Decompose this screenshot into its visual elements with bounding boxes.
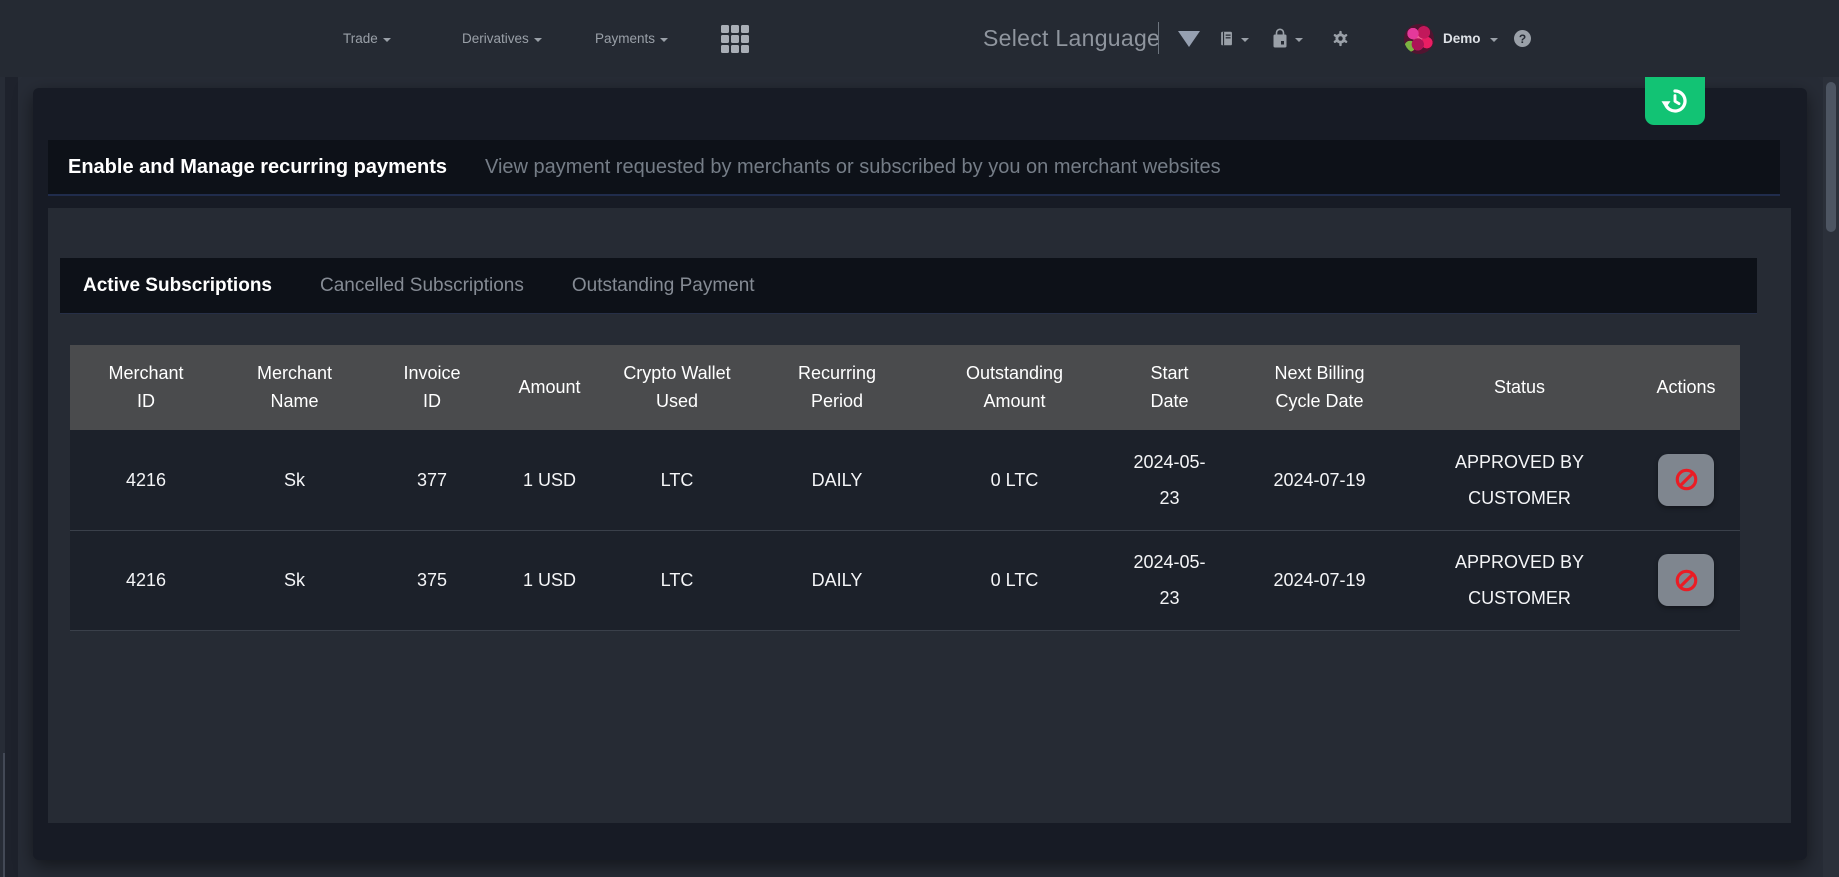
cell-outstanding-amount: 0 LTC <box>922 530 1107 631</box>
page-subtitle: View payment requested by merchants or s… <box>485 155 1221 178</box>
col-next-billing-cycle-date: Next Billing Cycle Date <box>1232 345 1407 430</box>
gear-icon <box>1333 30 1348 47</box>
cell-recurring-period: DAILY <box>752 430 922 531</box>
user-menu-button[interactable]: Demo <box>1404 0 1498 77</box>
tabs-bar: Active Subscriptions Cancelled Subscript… <box>60 258 1757 314</box>
col-outstanding-amount: Outstanding Amount <box>922 345 1107 430</box>
cell-start-date: 2024-05-23 <box>1107 430 1232 531</box>
tab-outstanding-payment[interactable]: Outstanding Payment <box>571 274 755 296</box>
tab-cancelled-subscriptions[interactable]: Cancelled Subscriptions <box>320 274 524 296</box>
cell-status: APPROVED BY CUSTOMER <box>1407 430 1632 531</box>
cancel-subscription-button[interactable] <box>1658 554 1714 606</box>
nav-trade[interactable]: Trade <box>343 0 391 77</box>
page-title: Enable and Manage recurring payments <box>68 155 447 178</box>
cell-next-billing: 2024-07-19 <box>1232 530 1407 631</box>
select-language[interactable]: Select Language <box>983 0 1160 77</box>
cell-actions <box>1632 530 1740 631</box>
top-navbar: Trade Derivatives Payments Select Langua… <box>0 0 1839 77</box>
left-gutter <box>5 77 18 877</box>
table-header-row: Merchant ID Merchant Name Invoice ID Amo… <box>70 345 1740 430</box>
apps-grid-button[interactable] <box>721 0 749 77</box>
table-row: 4216 Sk 377 1 USD LTC DAILY 0 LTC 2024-0… <box>70 430 1740 531</box>
cell-amount: 1 USD <box>497 430 602 531</box>
cell-invoice-id: 377 <box>367 430 497 531</box>
chevron-down-icon <box>1295 37 1303 42</box>
nav-payments-label: Payments <box>595 31 656 46</box>
left-edge-line <box>3 753 5 877</box>
orders-menu-button[interactable] <box>1218 0 1249 77</box>
col-invoice-id: Invoice ID <box>367 345 497 430</box>
cell-merchant-id: 4216 <box>70 430 222 531</box>
page-scrollbar-thumb[interactable] <box>1826 82 1836 232</box>
avatar <box>1404 23 1434 54</box>
cell-merchant-name: Sk <box>222 530 367 631</box>
section-header: Enable and Manage recurring payments Vie… <box>48 140 1780 196</box>
cell-amount: 1 USD <box>497 530 602 631</box>
col-amount: Amount <box>497 345 602 430</box>
settings-button[interactable] <box>1332 0 1349 77</box>
col-crypto-wallet-used: Crypto Wallet Used <box>602 345 752 430</box>
tab-active-subscriptions[interactable]: Active Subscriptions <box>83 274 272 296</box>
cell-invoice-id: 375 <box>367 530 497 631</box>
help-icon: ? <box>1514 30 1531 47</box>
cell-recurring-period: DAILY <box>752 530 922 631</box>
cell-next-billing: 2024-07-19 <box>1232 430 1407 531</box>
chevron-down-icon <box>533 37 542 42</box>
select-language-label: Select Language <box>983 25 1161 51</box>
cell-start-date: 2024-05-23 <box>1107 530 1232 631</box>
col-start-date: Start Date <box>1107 345 1232 430</box>
cell-outstanding-amount: 0 LTC <box>922 430 1107 531</box>
prohibition-icon <box>1675 569 1697 591</box>
triangle-down-icon <box>1178 30 1200 47</box>
wallet-menu-button[interactable] <box>1270 0 1303 77</box>
col-merchant-name: Merchant Name <box>222 345 367 430</box>
nav-trade-label: Trade <box>343 31 378 46</box>
chevron-down-icon <box>1489 37 1498 42</box>
help-button[interactable]: ? <box>1514 0 1531 77</box>
language-dropdown-button[interactable] <box>1178 0 1200 77</box>
grid-icon <box>721 24 749 53</box>
chevron-down-icon <box>660 37 669 42</box>
cell-status: APPROVED BY CUSTOMER <box>1407 530 1632 631</box>
prohibition-icon <box>1675 468 1697 491</box>
cancel-subscription-button[interactable] <box>1658 453 1714 506</box>
col-actions: Actions <box>1632 345 1740 430</box>
col-merchant-id: Merchant ID <box>70 345 222 430</box>
subscriptions-panel: Active Subscriptions Cancelled Subscript… <box>48 208 1791 823</box>
cell-crypto-wallet: LTC <box>602 530 752 631</box>
col-status: Status <box>1407 345 1632 430</box>
bag-icon <box>1273 28 1287 47</box>
nav-payments[interactable]: Payments <box>595 0 669 77</box>
book-icon <box>1221 31 1232 45</box>
cell-merchant-name: Sk <box>222 430 367 531</box>
page-scrollbar[interactable] <box>1823 77 1839 877</box>
nav-derivatives[interactable]: Derivatives <box>462 0 542 77</box>
cell-crypto-wallet: LTC <box>602 430 752 531</box>
nav-derivatives-label: Derivatives <box>462 31 529 46</box>
chevron-down-icon <box>382 37 391 42</box>
cell-actions <box>1632 430 1740 531</box>
col-recurring-period: Recurring Period <box>752 345 922 430</box>
table-header: Merchant ID Merchant Name Invoice ID Amo… <box>70 345 1740 430</box>
user-name: Demo <box>1443 31 1481 46</box>
chevron-down-icon <box>1241 37 1249 42</box>
refresh-history-button[interactable] <box>1645 68 1705 125</box>
history-icon <box>1661 89 1687 113</box>
subscriptions-table: Merchant ID Merchant Name Invoice ID Amo… <box>70 345 1740 631</box>
navbar-divider <box>1158 22 1159 54</box>
table-row: 4216 Sk 375 1 USD LTC DAILY 0 LTC 2024-0… <box>70 530 1740 631</box>
cell-merchant-id: 4216 <box>70 530 222 631</box>
